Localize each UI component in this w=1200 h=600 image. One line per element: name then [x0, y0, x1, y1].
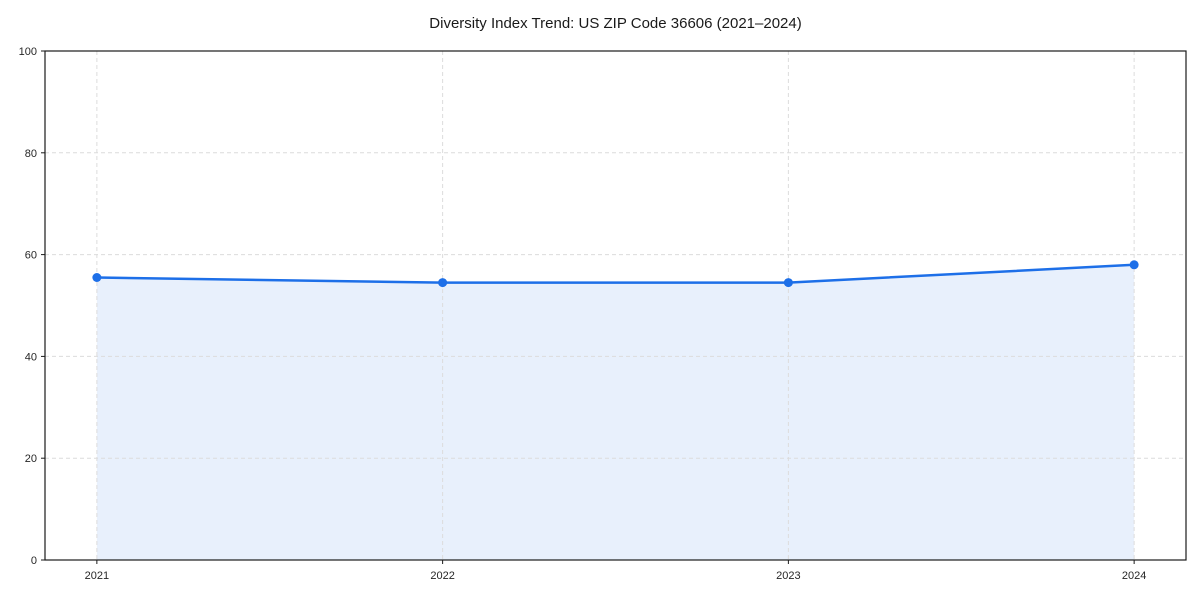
- y-tick-label: 100: [19, 46, 37, 58]
- y-tick-label: 20: [25, 453, 37, 465]
- chart-title: Diversity Index Trend: US ZIP Code 36606…: [429, 15, 802, 32]
- data-point: [438, 278, 448, 288]
- y-tick-label: 0: [31, 555, 37, 567]
- x-tick-label: 2023: [776, 570, 800, 582]
- data-point: [92, 273, 102, 283]
- y-tick-label: 80: [25, 148, 37, 160]
- trend-line: [95, 263, 1136, 284]
- x-tick-label: 2024: [1122, 570, 1146, 582]
- data-point: [783, 278, 793, 288]
- plot-border: [44, 50, 1187, 561]
- x-tick-label: 2021: [85, 570, 109, 582]
- y-tick-label: 60: [25, 250, 37, 262]
- y-tick-label: 40: [25, 351, 37, 363]
- x-tick-label: 2022: [430, 570, 454, 582]
- data-point: [1129, 260, 1139, 270]
- area-fill: [96, 264, 1135, 560]
